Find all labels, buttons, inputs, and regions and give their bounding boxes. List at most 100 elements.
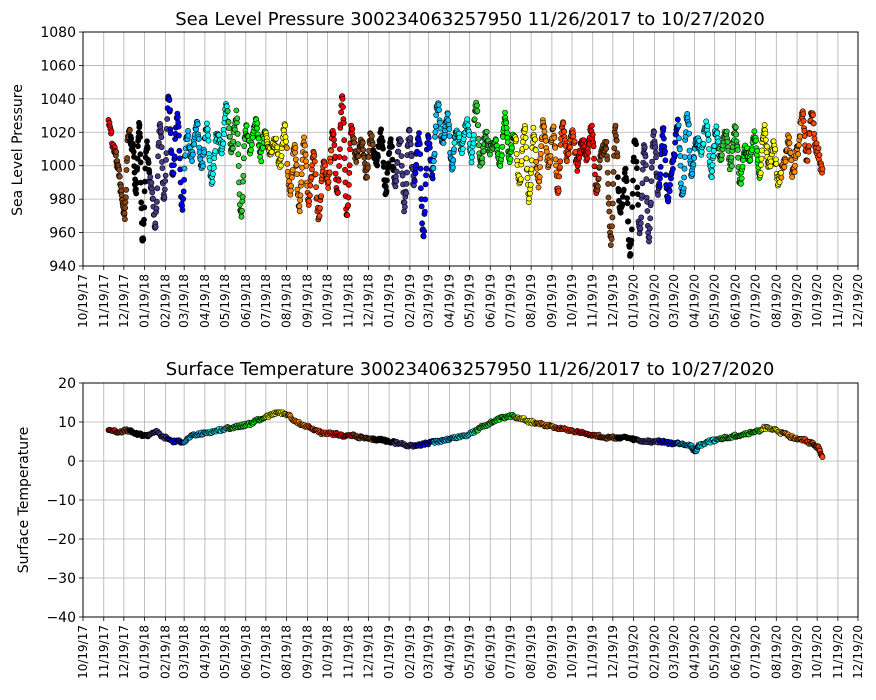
data-point (278, 153, 285, 159)
data-point (204, 126, 211, 132)
data-point (289, 167, 296, 173)
data-point (170, 162, 177, 168)
data-point (604, 156, 611, 163)
data-point (787, 149, 794, 156)
data-point (398, 162, 405, 169)
data-point (686, 130, 692, 137)
data-point (607, 242, 614, 248)
data-point (108, 128, 115, 135)
data-point (589, 122, 595, 129)
data-point (334, 189, 341, 196)
data-point (483, 128, 490, 135)
data-points (105, 93, 826, 259)
data-point (123, 167, 130, 173)
data-point (584, 155, 591, 162)
data-point (551, 134, 558, 141)
data-point (124, 155, 131, 161)
data-point (364, 164, 371, 171)
data-point (220, 140, 227, 147)
data-point (680, 185, 687, 192)
data-point (595, 183, 601, 190)
data-point (627, 251, 634, 258)
x-tick-label: 07/19/20 (749, 625, 763, 679)
data-point (240, 155, 247, 162)
data-point (644, 208, 651, 214)
data-point (595, 175, 602, 182)
data-point (288, 182, 295, 189)
data-point (733, 131, 740, 138)
data-point (421, 208, 428, 215)
data-point (592, 171, 598, 178)
x-tick-label: 06/19/19 (483, 274, 497, 328)
data-point (796, 142, 802, 148)
x-tick-label: 03/19/20 (667, 274, 681, 328)
data-point (585, 149, 592, 156)
data-point (235, 141, 241, 147)
data-point (652, 149, 659, 156)
data-point (686, 147, 693, 154)
data-point (639, 166, 646, 173)
data-point (340, 104, 346, 110)
data-point (144, 138, 150, 145)
x-tick-label: 10/19/17 (76, 274, 90, 328)
y-tick-label: 20 (58, 376, 76, 392)
x-tick-label: 05/19/18 (218, 274, 232, 328)
x-tick-label: 08/19/18 (280, 274, 294, 328)
data-point (507, 156, 514, 162)
data-point (535, 184, 542, 191)
data-point (284, 160, 291, 167)
data-point (791, 169, 798, 175)
data-point (810, 120, 817, 127)
data-point (723, 128, 730, 135)
data-point (297, 192, 304, 199)
data-point (778, 174, 785, 181)
data-point (134, 164, 141, 171)
data-point (728, 154, 735, 161)
x-tick-label: 09/19/19 (545, 625, 559, 679)
x-tick-label: 11/19/19 (586, 274, 600, 328)
data-point (610, 168, 617, 175)
data-point (283, 145, 290, 151)
data-point (449, 164, 456, 171)
data-point (152, 223, 159, 230)
data-point (128, 135, 135, 142)
data-point (619, 201, 626, 207)
data-point (789, 174, 796, 180)
data-point (327, 158, 334, 165)
x-tick-label: 04/19/20 (688, 274, 702, 328)
data-point (468, 154, 475, 161)
data-point (225, 119, 232, 126)
data-point (557, 164, 563, 171)
data-point (340, 119, 347, 126)
data-point (757, 170, 764, 176)
data-point (432, 123, 439, 130)
data-point (543, 148, 550, 155)
data-point (480, 148, 487, 155)
data-point (153, 198, 160, 205)
x-tick-label: 08/19/20 (769, 625, 783, 679)
data-point (638, 214, 645, 221)
data-point (561, 128, 568, 135)
x-tick-label: 03/19/19 (422, 625, 436, 679)
x-tick-label: 01/19/18 (138, 625, 152, 679)
x-tick-label: 04/19/18 (198, 274, 212, 328)
data-point (239, 193, 246, 200)
data-point (259, 145, 266, 151)
data-point (389, 156, 396, 163)
data-point (662, 148, 668, 155)
data-point (652, 144, 659, 151)
data-point (709, 162, 716, 168)
data-point (234, 130, 241, 137)
data-point (630, 177, 636, 184)
data-point (470, 132, 477, 138)
data-point (498, 152, 505, 159)
data-point (604, 169, 611, 176)
data-point (778, 169, 784, 176)
data-point (180, 196, 187, 202)
data-point (179, 206, 186, 213)
data-point (522, 126, 529, 132)
data-point (306, 198, 312, 205)
data-point (671, 151, 678, 158)
data-point (116, 166, 123, 173)
data-point (268, 149, 275, 155)
